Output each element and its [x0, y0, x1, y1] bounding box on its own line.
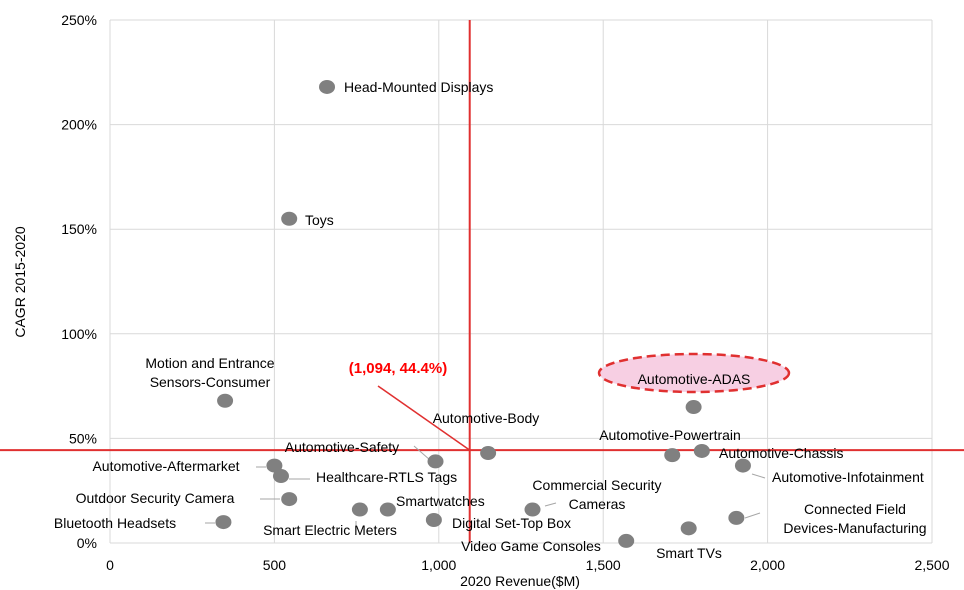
- data-point: [281, 492, 298, 507]
- data-point: [281, 211, 298, 226]
- callout-leader-line: [377, 385, 471, 451]
- data-point: [319, 79, 336, 94]
- point-label: Automotive-Safety: [285, 439, 399, 455]
- point-label: Video Game Consoles: [461, 538, 601, 554]
- reference-callout-group: (1,094, 44.4%): [349, 360, 471, 451]
- point-label-line: Sensors-Consumer: [150, 374, 271, 390]
- y-tick-label: 250%: [61, 12, 97, 28]
- y-tick-label: 50%: [69, 430, 97, 446]
- x-axis-title: 2020 Revenue($M): [460, 573, 580, 589]
- data-point: [664, 448, 681, 463]
- point-label: Automotive-Infotainment: [772, 469, 924, 485]
- point-label: Toys: [305, 212, 334, 228]
- x-tick-label: 0: [106, 557, 114, 573]
- point-label: Automotive-ADAS: [638, 371, 751, 387]
- point-labels: Head-Mounted Displays Toys Motion and Entr…: [54, 79, 927, 561]
- point-label: Smart TVs: [656, 545, 722, 561]
- point-label-line: Cameras: [569, 496, 626, 512]
- point-label-line: Commercial Security: [532, 477, 661, 493]
- data-point: [524, 502, 541, 517]
- y-tick-label: 200%: [61, 117, 97, 133]
- data-point: [272, 469, 289, 484]
- x-tick-label: 500: [263, 557, 287, 573]
- data-point: [215, 515, 232, 530]
- leader-lines: [205, 445, 766, 525]
- x-tick-label: 2,500: [914, 557, 949, 573]
- data-point: [480, 446, 497, 461]
- label-leader-line: [544, 502, 557, 507]
- point-label: Commercial Security Cameras: [532, 477, 661, 512]
- point-label: Outdoor Security Camera: [76, 490, 235, 506]
- y-tick-label: 0%: [77, 535, 97, 551]
- point-label: Head-Mounted Displays: [344, 79, 493, 95]
- highlight-ellipse: [597, 352, 791, 394]
- data-point: [217, 393, 234, 408]
- x-tick-label: 1,000: [421, 557, 456, 573]
- label-leader-line: [413, 445, 431, 461]
- point-label: Smart Electric Meters: [263, 522, 397, 538]
- x-tick-label: 1,500: [586, 557, 621, 573]
- y-tick-label: 150%: [61, 221, 97, 237]
- data-point: [728, 510, 745, 525]
- y-axis-ticks: 0% 50% 100% 150% 200% 250%: [61, 12, 97, 551]
- data-point: [734, 458, 751, 473]
- point-label: Automotive-Aftermarket: [92, 458, 239, 474]
- data-point: [427, 454, 444, 469]
- point-label-line: Connected Field: [804, 501, 906, 517]
- data-point: [680, 521, 697, 536]
- point-label: Smartwatches: [396, 493, 485, 509]
- data-point: [351, 502, 368, 517]
- y-tick-label: 100%: [61, 326, 97, 342]
- data-point: [618, 533, 635, 548]
- label-leader-line: [744, 512, 761, 519]
- x-tick-label: 2,000: [750, 557, 785, 573]
- data-point: [379, 502, 396, 517]
- grid-lines: [109, 19, 933, 544]
- x-axis-ticks: 0 500 1,000 1,500 2,000 2,500: [106, 557, 950, 573]
- data-point: [685, 400, 702, 415]
- label-leader-line: [751, 473, 766, 479]
- highlight-ellipse-shape: [597, 352, 791, 394]
- data-points: [215, 79, 751, 548]
- point-label: Bluetooth Headsets: [54, 515, 176, 531]
- point-label: Automotive-Chassis: [719, 445, 844, 461]
- point-label-line: Devices-Manufacturing: [783, 520, 926, 536]
- y-axis-title: CAGR 2015-2020: [12, 226, 28, 338]
- point-label: Connected Field Devices-Manufacturing: [783, 501, 926, 536]
- point-label: Digital Set-Top Box: [452, 515, 571, 531]
- data-point: [266, 458, 283, 473]
- point-label: Healthcare-RTLS Tags: [316, 469, 457, 485]
- point-label-line: Motion and Entrance: [145, 355, 274, 371]
- data-point: [425, 512, 442, 527]
- point-label: Automotive-Body: [433, 410, 540, 426]
- data-point: [693, 443, 710, 458]
- point-label: Motion and Entrance Sensors-Consumer: [145, 355, 274, 390]
- point-label: Automotive-Powertrain: [599, 427, 741, 443]
- reference-callout: (1,094, 44.4%): [349, 360, 447, 377]
